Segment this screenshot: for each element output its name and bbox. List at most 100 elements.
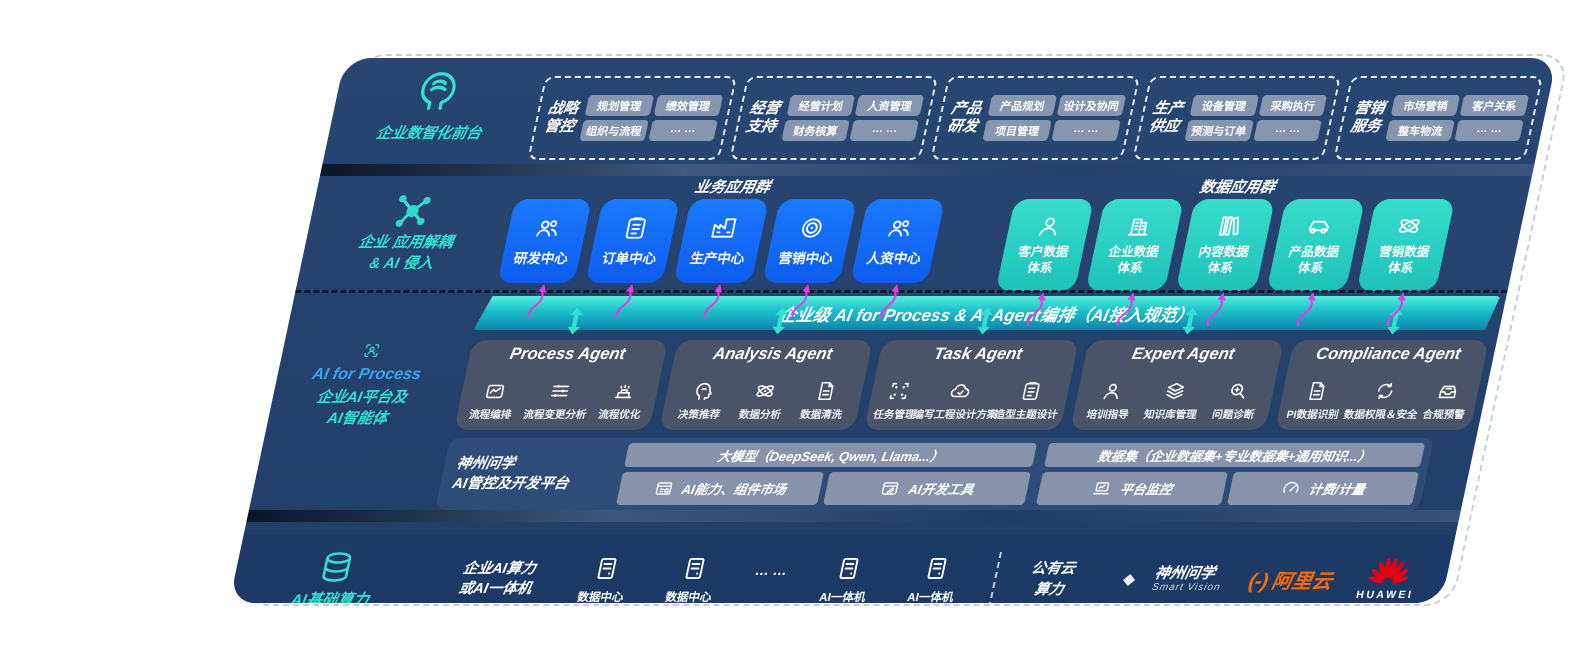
agent-item: 流程优化 bbox=[597, 367, 651, 422]
node-ai-appliance-2: AI一体机 bbox=[885, 555, 984, 603]
group-title-line: 产品 bbox=[949, 100, 984, 117]
cell-platform-monitor: 平台监控 bbox=[1036, 472, 1229, 505]
szwx-logo: 神州问学 Smart Vision bbox=[1108, 563, 1226, 597]
tag: … … bbox=[849, 120, 920, 141]
tag: 产品规划 bbox=[987, 95, 1058, 116]
card-product-data: 产品数据 体系 bbox=[1266, 199, 1365, 291]
molecule-icon bbox=[387, 190, 438, 232]
agent-item: 造型主题设计 bbox=[993, 367, 1066, 422]
people-icon bbox=[532, 215, 564, 241]
card-rd-center: 研发中心 bbox=[497, 199, 593, 283]
group-title-line: 研发 bbox=[945, 118, 980, 135]
agent-row: AI for Process 企业AI平台及 AI智能体 Process Age… bbox=[266, 340, 1497, 430]
agent-item: 决策推荐 bbox=[676, 367, 730, 422]
card-marketing-data: 营销数据 体系 bbox=[1356, 199, 1456, 291]
card-label: 生产中心 bbox=[688, 251, 746, 266]
server-icon bbox=[678, 555, 711, 582]
tag: 经营计划 bbox=[786, 95, 856, 116]
atom-icon bbox=[1394, 213, 1426, 239]
agent-expert: Expert Agent 培训指导 知识库管理 问题诊断 bbox=[1069, 340, 1284, 430]
person-waves-icon bbox=[885, 215, 917, 241]
group-title-line: 供应 bbox=[1147, 118, 1182, 135]
platform-row: 神州问学 AI管控及开发平台 大模型（DeepSeek, Qwen, Llama… bbox=[434, 438, 1435, 510]
brain-head-icon bbox=[410, 68, 466, 114]
card-marketing-center: 营销中心 bbox=[761, 199, 857, 283]
tag: 人资管理 bbox=[855, 95, 925, 116]
platform-label-block: 神州问学 AI管控及开发平台 bbox=[444, 443, 617, 505]
huawei-logo: HUAWEI bbox=[1355, 558, 1421, 601]
szwx-name: 神州问学 bbox=[1153, 564, 1217, 582]
books-icon bbox=[1213, 213, 1245, 239]
agent-title: Analysis Agent bbox=[711, 345, 835, 363]
trainer-icon bbox=[1099, 380, 1126, 402]
alert-tray-icon bbox=[1435, 380, 1462, 402]
group-title-line: 生产 bbox=[1151, 100, 1185, 117]
data-apps-title: 数据应用群 bbox=[1198, 179, 1277, 196]
window-pen-icon bbox=[879, 479, 902, 498]
application-row: 企业 应用解耦 & AI 侵入 业务应用群 数据应用群 研发中心 订单中心 生产… bbox=[296, 176, 1532, 288]
database-icon bbox=[315, 549, 359, 585]
agent-analysis: Analysis Agent 决策推荐 数据分析 数据清洗 bbox=[659, 340, 874, 430]
dataset-bar: 数据集（企业数据集+专业数据集+通用知识...） bbox=[1044, 443, 1426, 467]
card-order-center: 订单中心 bbox=[585, 199, 681, 283]
card-label: 产品数据 体系 bbox=[1287, 245, 1341, 275]
agent-item: 数据分析 bbox=[737, 367, 791, 422]
cloud-check-icon bbox=[947, 380, 974, 402]
tag: … … bbox=[1051, 120, 1121, 141]
business-app-cards: 研发中心 订单中心 生产中心 营销中心 人资中心 bbox=[495, 199, 946, 291]
gauge-icon bbox=[1279, 479, 1302, 498]
cell-ability-market: AI能力、组件市场 bbox=[615, 472, 825, 505]
cell-billing-metering: 计费/计量 bbox=[1227, 472, 1420, 505]
id-card-icon bbox=[1304, 380, 1331, 402]
building-icon bbox=[1123, 213, 1155, 239]
cell-dev-tools: AI开发工具 bbox=[823, 472, 1032, 505]
task-grid-icon bbox=[886, 380, 913, 402]
sync-permission-icon bbox=[1372, 380, 1399, 402]
card-content-data: 内容数据 体系 bbox=[1175, 199, 1275, 291]
chart-box-icon bbox=[482, 380, 509, 402]
scan-person-icon bbox=[350, 342, 394, 359]
card-label: 营销数据 体系 bbox=[1377, 245, 1431, 275]
agent-item: PI数据识别 bbox=[1285, 367, 1349, 422]
head-idea-icon bbox=[691, 380, 718, 402]
user-icon bbox=[1033, 213, 1065, 239]
tag: 预测与订单 bbox=[1184, 120, 1254, 141]
server-icon bbox=[590, 555, 623, 582]
decouple-label-line2: & AI 侵入 bbox=[367, 255, 435, 272]
group-strategy: 战略 管控 规划管理 绩效管理 组织与流程… … bbox=[527, 76, 737, 160]
clipboard-icon bbox=[620, 215, 652, 241]
front-office-label-block: 企业数智化前台 bbox=[322, 68, 542, 164]
tablet-check-icon bbox=[1018, 380, 1045, 402]
agent-item: 数据清洗 bbox=[798, 367, 852, 422]
tag: 采购执行 bbox=[1258, 95, 1328, 116]
ai-for-process-label: AI for Process bbox=[310, 366, 423, 384]
group-marketing-service: 营销 服务 市场营销 客户关系 整车物流… … bbox=[1333, 76, 1544, 160]
agent-item: 合规预警 bbox=[1421, 367, 1475, 422]
model-group: 大模型（DeepSeek, Qwen, Llama...） AI能力、组件市场 … bbox=[615, 443, 1038, 505]
card-label: 订单中心 bbox=[600, 251, 658, 266]
atom-icon bbox=[752, 380, 779, 402]
ai-platform-label: 企业AI平台及 bbox=[315, 388, 409, 406]
tag: 绩效管理 bbox=[653, 95, 723, 116]
front-office-groups: 战略 管控 规划管理 绩效管理 组织与流程… … 经营 支持 经营计划 人资管理 财务核算…… bbox=[522, 68, 1554, 164]
infra-band: AI基础算力 企业AI算力 或AI一体机 数据中心 数据中心 … … AI一体机 … bbox=[229, 534, 1456, 603]
decouple-label-block: 企业 应用解耦 & AI 侵入 bbox=[296, 176, 520, 288]
tag: 财务核算 bbox=[780, 120, 851, 141]
model-bar: 大模型（DeepSeek, Qwen, Llama...） bbox=[624, 443, 1038, 467]
stage-icon bbox=[611, 380, 638, 402]
car-icon bbox=[1304, 213, 1336, 239]
infra-label-block: AI基础算力 bbox=[229, 549, 440, 603]
document-icon bbox=[813, 380, 840, 402]
agent-item: 知识库管理 bbox=[1143, 367, 1207, 422]
tag: 客户关系 bbox=[1459, 95, 1530, 116]
platform-label-line2: AI管控及开发平台 bbox=[450, 476, 571, 492]
group-title-line: 管控 bbox=[542, 118, 577, 135]
decouple-label-line1: 企业 应用解耦 bbox=[356, 234, 455, 251]
node-datacenter-1: 数据中心 bbox=[555, 555, 654, 603]
agent-title: Compliance Agent bbox=[1314, 345, 1463, 363]
group-title-line: 服务 bbox=[1349, 118, 1383, 135]
tag: 项目管理 bbox=[982, 120, 1052, 141]
agent-item: 培训指导 bbox=[1085, 367, 1139, 422]
enterprise-compute-label: 企业AI算力 或AI一体机 bbox=[457, 560, 538, 597]
agent-item: 编写工程设计方案 bbox=[912, 367, 1004, 422]
